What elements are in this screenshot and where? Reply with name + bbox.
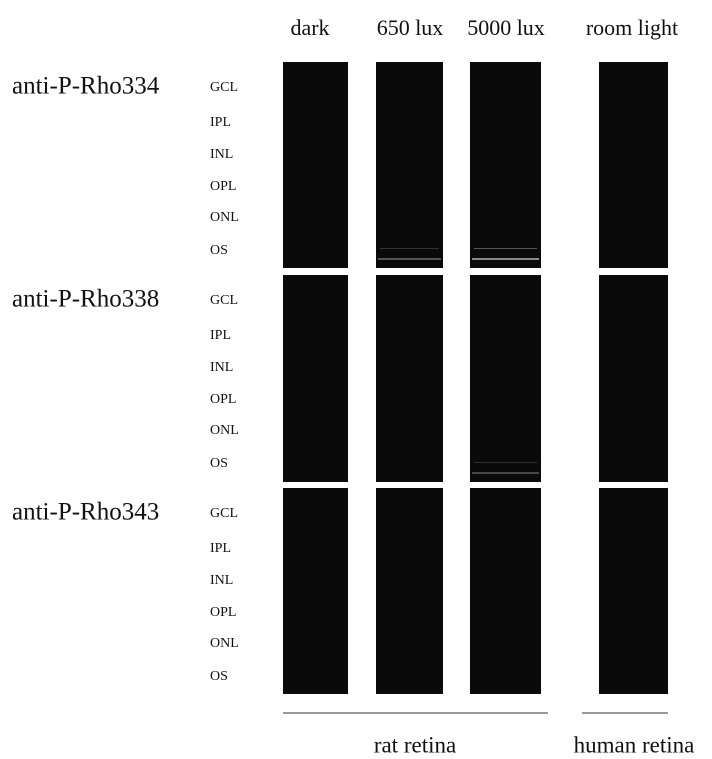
layer-label: ONL [210, 423, 239, 438]
os-signal [380, 248, 439, 249]
micrograph-panel [376, 62, 443, 268]
micrograph-panel [283, 488, 348, 694]
micrograph-panel [599, 62, 668, 268]
layer-label: GCL [210, 80, 238, 95]
layer-label: IPL [210, 328, 231, 343]
layer-label: ONL [210, 636, 239, 651]
micrograph-panel [470, 62, 541, 268]
layer-label: ONL [210, 210, 239, 225]
micrograph-panel [470, 275, 541, 482]
group-label: human retina [574, 732, 695, 757]
os-signal [472, 258, 539, 260]
layer-label: OPL [210, 605, 236, 620]
layer-label: OS [210, 243, 228, 258]
antibody-label: anti-P-Rho343 [12, 499, 159, 526]
column-header: 5000 lux [467, 15, 545, 40]
layer-label: GCL [210, 506, 238, 521]
micrograph-panel [376, 488, 443, 694]
group-label: rat retina [374, 732, 456, 757]
micrograph-panel [376, 275, 443, 482]
micrograph-panel [599, 488, 668, 694]
os-signal [474, 462, 537, 463]
layer-label: OS [210, 669, 228, 684]
os-signal [472, 472, 539, 474]
layer-label: OS [210, 456, 228, 471]
layer-label: INL [210, 360, 233, 375]
layer-label: OPL [210, 179, 236, 194]
micrograph-panel [283, 275, 348, 482]
micrograph-panel [283, 62, 348, 268]
page: dark 650 lux 5000 lux room light anti-P-Rho3… [0, 0, 712, 759]
column-header: dark [290, 15, 329, 40]
layer-label: OPL [210, 392, 236, 407]
antibody-label: anti-P-Rho334 [12, 73, 160, 100]
os-signal [474, 248, 537, 249]
layer-label: IPL [210, 541, 231, 556]
layer-label: INL [210, 147, 233, 162]
layer-label: INL [210, 573, 233, 588]
micrograph-panel [470, 488, 541, 694]
column-header: 650 lux [377, 15, 444, 40]
figure: dark 650 lux 5000 lux room light anti-P-Rho3… [0, 0, 712, 759]
micrograph-panel [599, 275, 668, 482]
layer-label: GCL [210, 293, 238, 308]
layer-label: IPL [210, 115, 231, 130]
os-signal [378, 258, 441, 260]
antibody-label: anti-P-Rho338 [12, 286, 159, 313]
column-header: room light [586, 15, 678, 40]
